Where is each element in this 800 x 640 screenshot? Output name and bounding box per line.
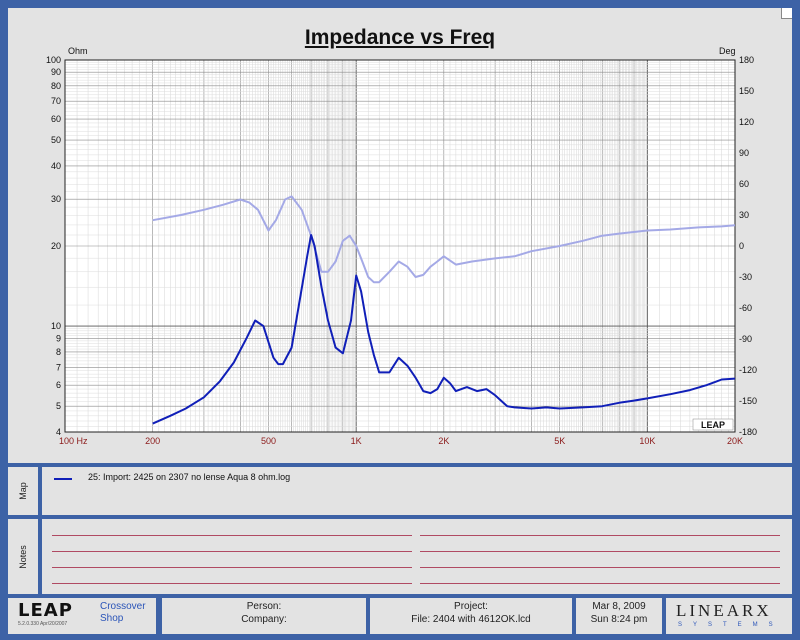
y-tick-label: 9 <box>56 333 61 343</box>
watermark-text: LEAP <box>701 420 725 430</box>
time-label: Sun 8:24 pm <box>590 614 648 625</box>
y2-tick-label: -150 <box>739 396 757 406</box>
footer: LEAP 5.2.0.330 Apr/20/2007 Crossover Sho… <box>8 598 792 634</box>
y-tick-label: 80 <box>51 81 61 91</box>
series-impedance-line <box>152 234 736 425</box>
map-panel: Map 25: Import: 2425 on 2307 no lense Aq… <box>8 467 792 515</box>
map-tab[interactable]: Map <box>8 467 42 515</box>
company-label: Company: <box>241 614 287 625</box>
person-label: Person: <box>246 601 282 612</box>
x-tick-label: 500 <box>261 436 276 446</box>
notes-panel: Notes <box>8 519 792 594</box>
x-tick-label: 5K <box>554 436 565 446</box>
y-tick-label: 60 <box>51 114 61 124</box>
y-tick-label: 90 <box>51 67 61 77</box>
y-tick-label: 40 <box>51 161 61 171</box>
legend-entry[interactable]: 25: Import: 2425 on 2307 no lense Aqua 8… <box>88 472 291 482</box>
y2-tick-label: 150 <box>739 86 754 96</box>
legend-swatch <box>54 478 72 480</box>
person-box: Person: Company: <box>162 598 366 634</box>
project-box: Project: File: 2404 with 4612OK.lcd <box>370 598 572 634</box>
x-tick-label: 100 Hz <box>59 436 88 446</box>
y-tick-label: 4 <box>56 427 61 437</box>
y2-tick-label: 120 <box>739 117 754 127</box>
y2-tick-label: 60 <box>739 179 749 189</box>
chart-title: Impedance vs Freq <box>304 26 496 49</box>
linearx-logo: LINEARX <box>676 601 772 620</box>
note-line[interactable] <box>420 535 780 536</box>
y2-tick-label: 180 <box>739 55 754 65</box>
y-tick-label: 8 <box>56 347 61 357</box>
note-line[interactable] <box>52 535 412 536</box>
chart-panel: Impedance vs Freq Ohm Deg 100 90 80 70 60 50 4… <box>8 8 792 463</box>
leap-version: 5.2.0.330 Apr/20/2007 <box>18 621 68 627</box>
x-tick-label: 2K <box>438 436 449 446</box>
linearx-subtitle: SYSTEMS <box>678 622 784 628</box>
watermark-box <box>692 418 734 431</box>
plot-border <box>64 59 736 433</box>
y-tick-label: 6 <box>56 380 61 390</box>
y-tick-label: 5 <box>56 401 61 411</box>
note-line[interactable] <box>52 583 412 584</box>
project-label: Project: <box>454 601 488 612</box>
y-tick-label: 10 <box>51 321 61 331</box>
y-tick-label: 50 <box>51 135 61 145</box>
y2-tick-label: -120 <box>739 365 757 375</box>
x-tick-label: 10K <box>639 436 655 446</box>
y2-tick-label: -180 <box>739 427 757 437</box>
y2-tick-label: -90 <box>739 334 752 344</box>
leap-badge: LEAP 5.2.0.330 Apr/20/2007 Crossover Sho… <box>8 598 156 634</box>
y-tick-label: 100 <box>46 55 61 65</box>
datetime-box: Mar 8, 2009 Sun 8:24 pm <box>576 598 662 634</box>
crossover-shop-label: Crossover Shop <box>100 601 146 624</box>
y2-tick-label: -30 <box>739 272 752 282</box>
y-tick-label: 7 <box>56 362 61 372</box>
date-label: Mar 8, 2009 <box>592 601 646 612</box>
note-line[interactable] <box>420 583 780 584</box>
note-line[interactable] <box>420 567 780 568</box>
y2-tick-label: 30 <box>739 210 749 220</box>
note-line[interactable] <box>420 551 780 552</box>
y-tick-label: 20 <box>51 241 61 251</box>
x-tick-label: 200 <box>145 436 160 446</box>
leap-logo: LEAP <box>18 600 73 621</box>
note-line[interactable] <box>52 567 412 568</box>
y-tick-label: 70 <box>51 96 61 106</box>
file-label: File: 2404 with 4612OK.lcd <box>411 614 531 625</box>
notes-tab[interactable]: Notes <box>8 519 42 594</box>
corner-marker <box>781 8 792 19</box>
y2-tick-label: 90 <box>739 148 749 158</box>
note-line[interactable] <box>52 551 412 552</box>
left-axis-unit: Ohm <box>68 46 88 56</box>
right-axis-unit: Deg <box>719 46 736 56</box>
y2-tick-label: 0 <box>739 241 744 251</box>
y-tick-label: 30 <box>51 194 61 204</box>
chart-plot: 100 90 80 70 60 50 40 30 20 10 9 8 7 6 5 4 180 150 120 90 60… <box>46 55 757 446</box>
y2-tick-label: -60 <box>739 303 752 313</box>
x-tick-label: 20K <box>727 436 743 446</box>
x-tick-label: 1K <box>351 436 362 446</box>
series-phase-line <box>152 195 736 284</box>
linearx-badge: LINEARX SYSTEMS <box>666 598 792 634</box>
